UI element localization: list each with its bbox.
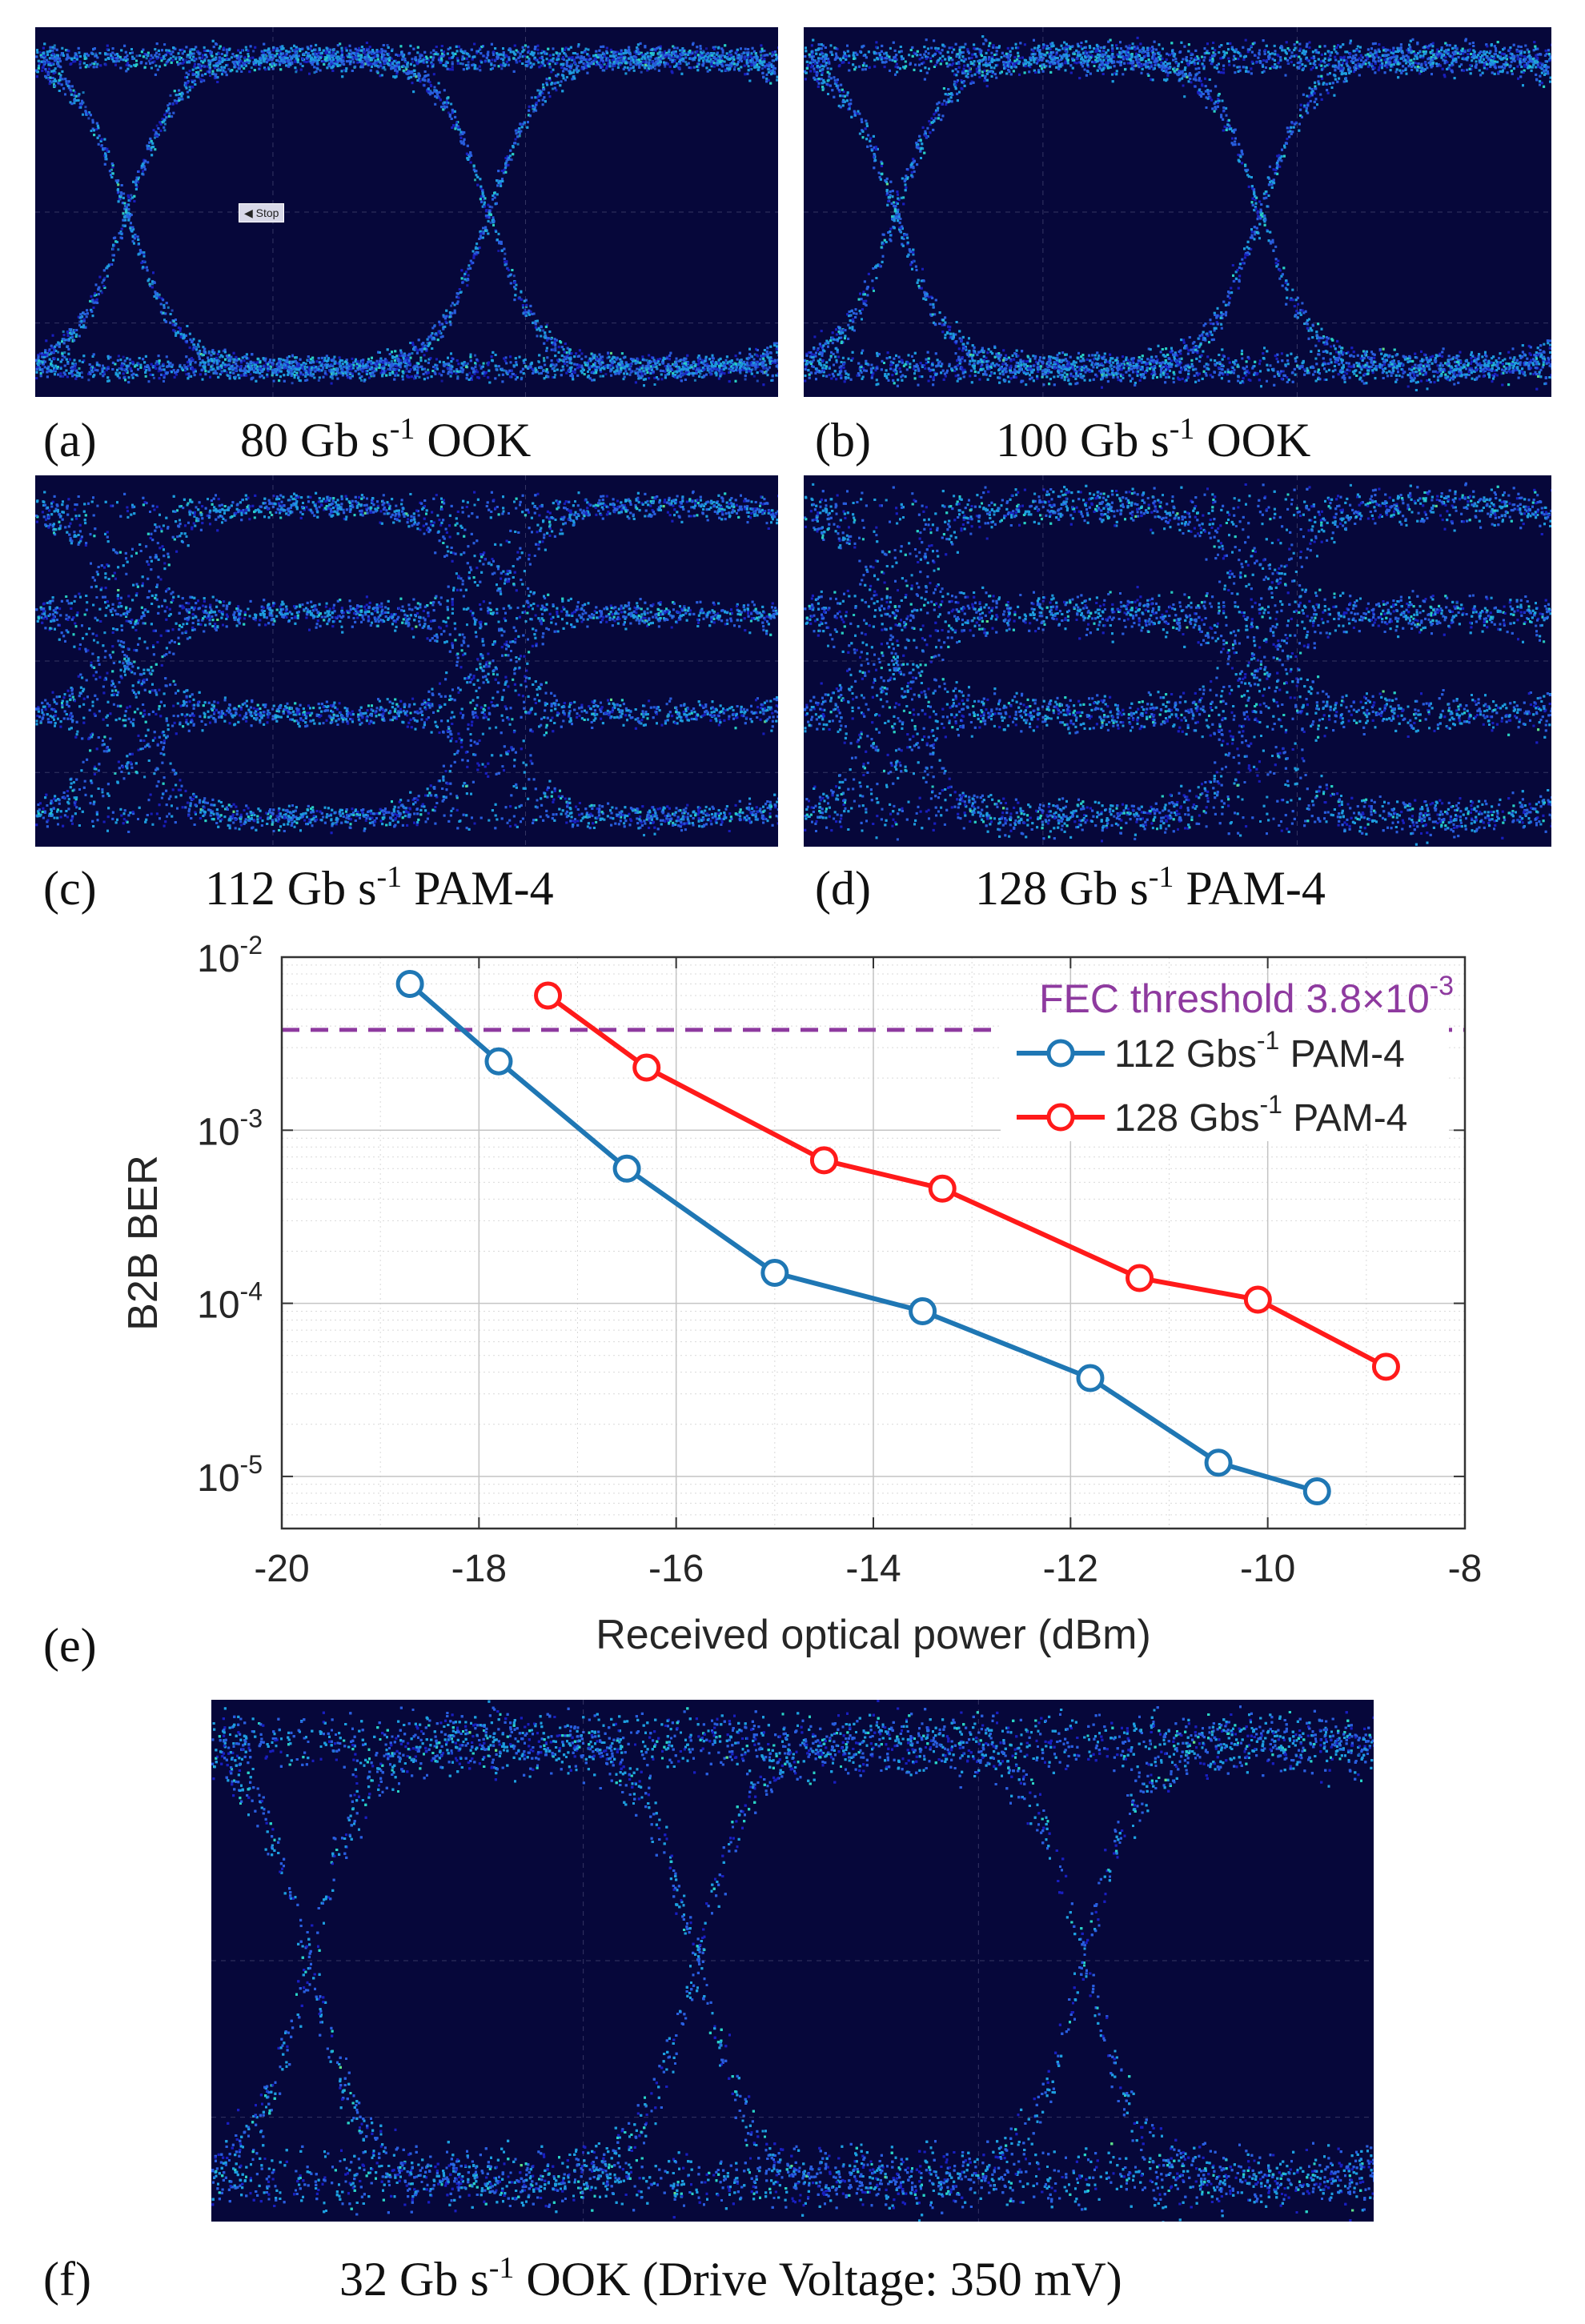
eye-diagram-d — [804, 475, 1551, 847]
data-point — [930, 1176, 954, 1200]
eye-diagram-a — [35, 27, 778, 397]
data-point — [812, 1148, 836, 1172]
y-tick-label: 10-2 — [197, 931, 263, 980]
x-tick-label: -14 — [845, 1548, 901, 1590]
panel-label-b: (b) — [815, 416, 871, 464]
x-tick-label: -12 — [1043, 1548, 1098, 1590]
eye-graticule — [35, 475, 778, 847]
caption-c: 112 Gb s-1 PAM-4 — [205, 864, 554, 912]
caption-b: 100 Gb s-1 OOK — [996, 416, 1310, 464]
eye-diagram-b — [804, 27, 1551, 397]
eye-diagram-f — [211, 1700, 1374, 2222]
panel-label-f: (f) — [43, 2255, 91, 2303]
panel-label-d: (d) — [815, 864, 871, 912]
data-point — [763, 1261, 787, 1285]
eye-graticule — [804, 27, 1551, 397]
data-point — [1305, 1480, 1329, 1504]
x-tick-label: -18 — [451, 1548, 507, 1590]
legend-marker — [1049, 1041, 1073, 1065]
data-point — [1374, 1355, 1398, 1379]
x-tick-label: -20 — [254, 1548, 309, 1590]
eye-graticule — [804, 475, 1551, 847]
y-axis-label: B2B BER — [120, 1155, 167, 1331]
panel-label-c: (c) — [43, 864, 97, 912]
eye-trace-texture — [804, 35, 1551, 391]
data-point — [1206, 1451, 1230, 1475]
eye-graticule — [35, 27, 778, 397]
ber-chart: FEC threshold 3.8×10-3-20 -18 -16 -14 -12 -10… — [96, 928, 1513, 1697]
data-point — [398, 972, 422, 996]
data-point — [911, 1299, 935, 1323]
stop-badge: ◀ Stop — [239, 203, 284, 222]
x-axis-label: Received optical power (dBm) — [596, 1612, 1151, 1658]
y-tick-label: 10-5 — [197, 1450, 263, 1500]
data-point — [1246, 1288, 1270, 1312]
data-point — [536, 984, 560, 1008]
data-point — [635, 1056, 659, 1080]
x-tick-label: -8 — [1448, 1548, 1483, 1590]
data-point — [1078, 1366, 1102, 1390]
caption-a: 80 Gb s-1 OOK — [240, 416, 531, 464]
eye-trace-texture — [35, 491, 778, 836]
legend-marker — [1049, 1105, 1073, 1129]
panel-label-a: (a) — [43, 416, 97, 464]
x-tick-label: -10 — [1240, 1548, 1295, 1590]
caption-f: 32 Gb s-1 OOK (Drive Voltage: 350 mV) — [339, 2255, 1122, 2303]
eye-trace-texture — [35, 40, 778, 387]
panel-label-e: (e) — [43, 1621, 97, 1669]
y-tick-label: 10-3 — [197, 1104, 263, 1153]
eye-graticule — [211, 1700, 1374, 2222]
x-tick-label: -16 — [648, 1548, 704, 1590]
eye-trace-texture — [804, 483, 1551, 846]
data-point — [615, 1156, 639, 1180]
caption-d: 128 Gb s-1 PAM-4 — [975, 864, 1326, 912]
stop-badge-arrow-icon: ◀ — [244, 206, 256, 219]
y-tick-label: 10-4 — [197, 1277, 263, 1327]
eye-diagram-c — [35, 475, 778, 847]
data-point — [487, 1049, 511, 1073]
data-point — [1128, 1266, 1152, 1290]
